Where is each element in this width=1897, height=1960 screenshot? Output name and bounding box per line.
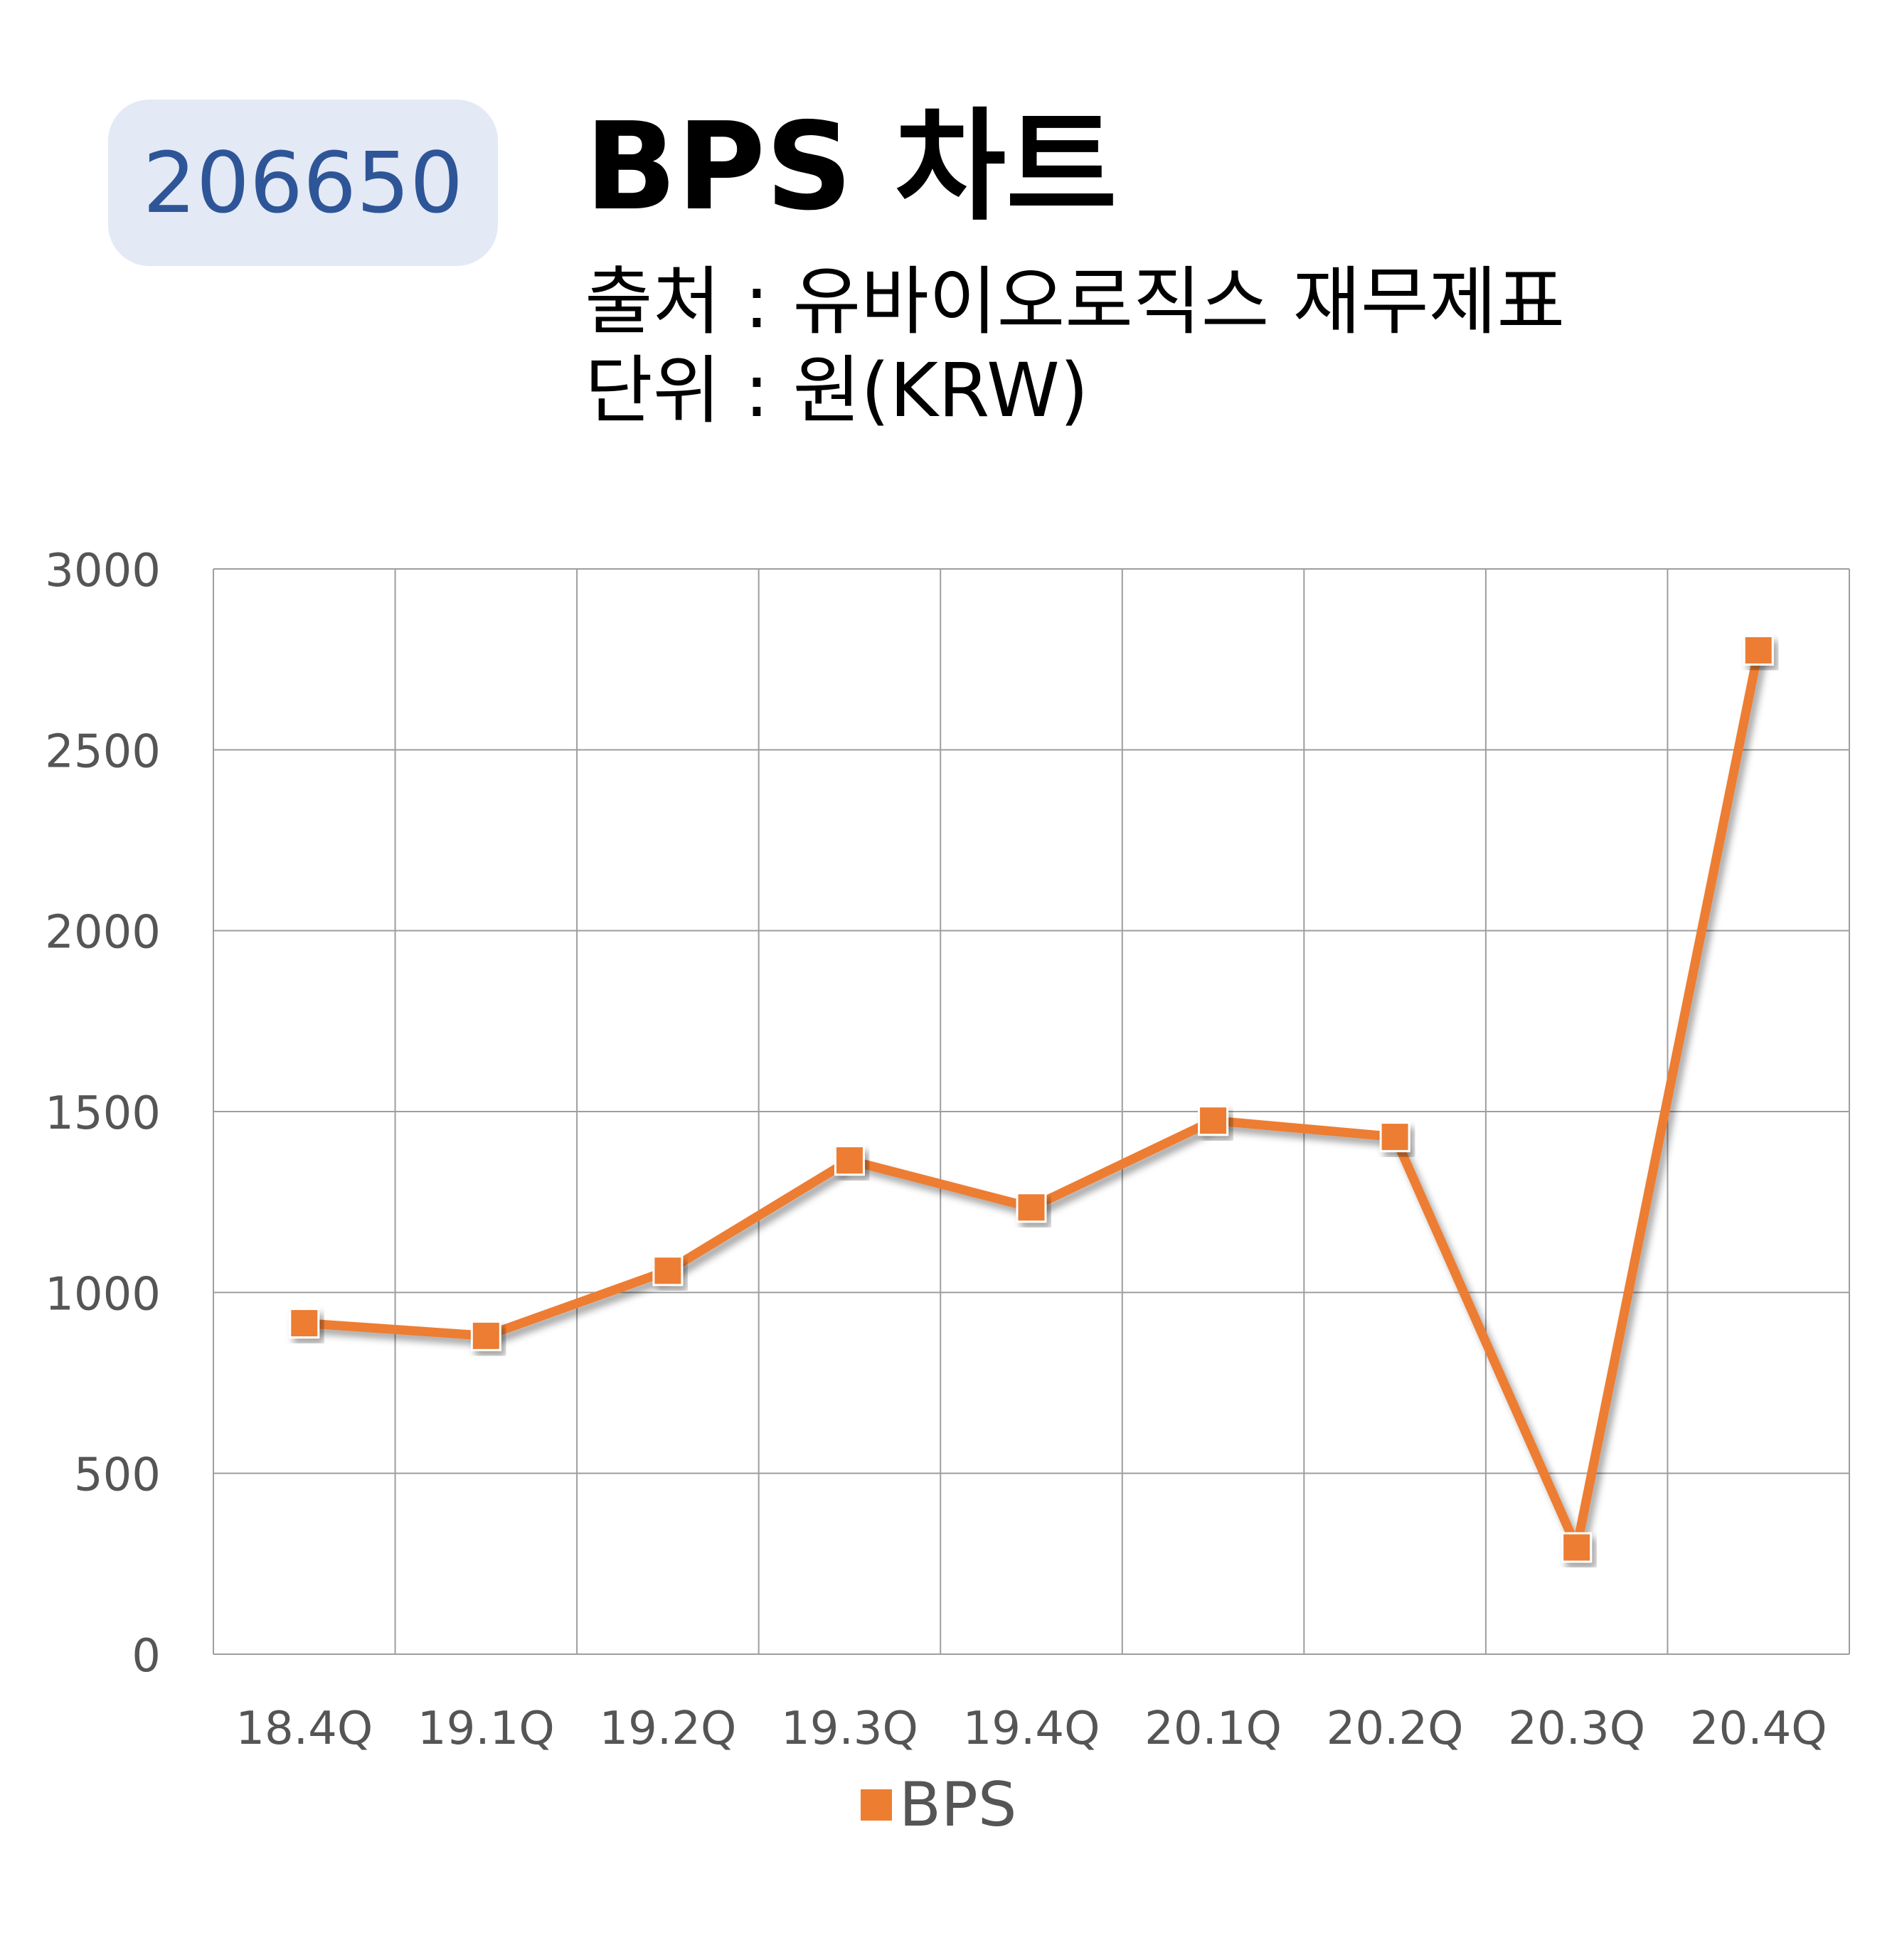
data-point-marker	[1198, 1105, 1229, 1136]
y-tick-label: 0	[132, 1630, 161, 1683]
stock-code: 206650	[142, 134, 464, 232]
data-point-marker	[1561, 1532, 1593, 1563]
y-tick-label: 1000	[45, 1268, 161, 1321]
x-tick-label: 19.2Q	[599, 1703, 736, 1755]
x-tick-label: 19.1Q	[418, 1703, 555, 1755]
y-tick-label: 2000	[45, 907, 161, 959]
legend-marker-icon	[851, 1789, 902, 1821]
chart-title: BPS 차트	[585, 97, 1117, 238]
x-tick-label: 18.4Q	[235, 1703, 373, 1755]
y-tick-label: 3000	[45, 545, 161, 597]
stock-code-badge: 206650	[108, 100, 498, 266]
data-point-marker	[1016, 1192, 1047, 1223]
x-tick-label: 20.1Q	[1144, 1703, 1282, 1755]
x-tick-label: 19.3Q	[781, 1703, 918, 1755]
y-tick-label: 500	[74, 1449, 161, 1502]
legend: BPS	[851, 1769, 1017, 1841]
series-bps	[289, 634, 1774, 1563]
data-point-marker	[470, 1320, 501, 1351]
y-tick-label: 1500	[45, 1087, 161, 1140]
y-tick-label: 2500	[45, 725, 161, 778]
data-point-marker	[652, 1255, 684, 1287]
data-point-marker	[834, 1145, 865, 1176]
source-label: 출처 : 유바이오로직스 재무제표	[585, 258, 1566, 345]
x-axis: 18.4Q 19.1Q 19.2Q 19.3Q 19.4Q 20.1Q 20.2Q 20.3Q…	[235, 1703, 1827, 1755]
x-tick-label: 20.2Q	[1327, 1703, 1464, 1755]
x-tick-label: 19.4Q	[963, 1703, 1100, 1755]
y-axis: 0 500 1000 1500 2000 2500 3000	[45, 545, 161, 1683]
x-tick-label: 20.3Q	[1508, 1703, 1645, 1755]
x-tick-label: 20.4Q	[1690, 1703, 1827, 1755]
data-point-marker	[1743, 634, 1774, 666]
chart-grid	[213, 568, 1850, 1655]
series-line-bps	[304, 649, 1763, 1552]
data-point-marker	[1379, 1122, 1410, 1153]
data-point-marker	[289, 1308, 320, 1339]
unit-label: 단위 : 원(KRW)	[585, 347, 1089, 434]
legend-label-bps: BPS	[899, 1769, 1017, 1841]
